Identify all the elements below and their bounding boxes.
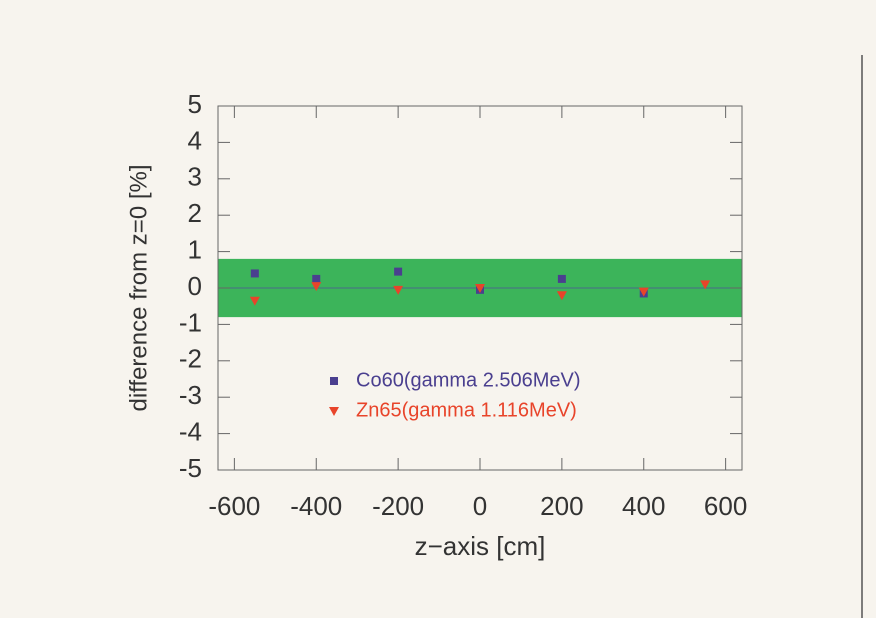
point (311, 282, 322, 292)
y-tick-label: -1 (179, 307, 202, 337)
x-tick-label: 600 (704, 491, 747, 521)
point (700, 280, 711, 290)
y-tick-label: -4 (179, 416, 202, 446)
y-tick-label: 3 (188, 162, 202, 192)
y-tick-label: -2 (179, 344, 202, 374)
legend-label: Zn65(gamma 1.116MeV) (356, 399, 577, 421)
point (250, 269, 259, 278)
y-tick-label: -3 (179, 380, 202, 410)
legend-marker (330, 377, 338, 385)
x-tick-label: -400 (290, 491, 342, 521)
x-tick-label: 200 (540, 491, 583, 521)
y-tick-label: 1 (188, 234, 202, 264)
point (475, 284, 485, 293)
point (557, 274, 566, 283)
x-axis-label: z−axis [cm] (415, 531, 546, 561)
point (249, 296, 260, 306)
x-tick-label: -200 (372, 491, 424, 521)
point (394, 267, 403, 276)
point (638, 287, 649, 297)
point (556, 291, 567, 301)
y-tick-label: 0 (188, 271, 202, 301)
x-tick-label: 400 (622, 491, 665, 521)
legend-label: Co60(gamma 2.506MeV) (356, 369, 581, 391)
y-tick-label: 5 (188, 89, 202, 119)
point (312, 274, 321, 283)
y-tick-label: 4 (188, 125, 202, 155)
x-tick-label: 0 (473, 491, 487, 521)
point (393, 285, 404, 295)
y-tick-label: -5 (179, 453, 202, 483)
x-tick-label: -600 (208, 491, 260, 521)
y-tick-label: 2 (188, 198, 202, 228)
legend-marker (329, 407, 339, 416)
y-axis-label: difference from z=0 [%] (125, 164, 152, 411)
